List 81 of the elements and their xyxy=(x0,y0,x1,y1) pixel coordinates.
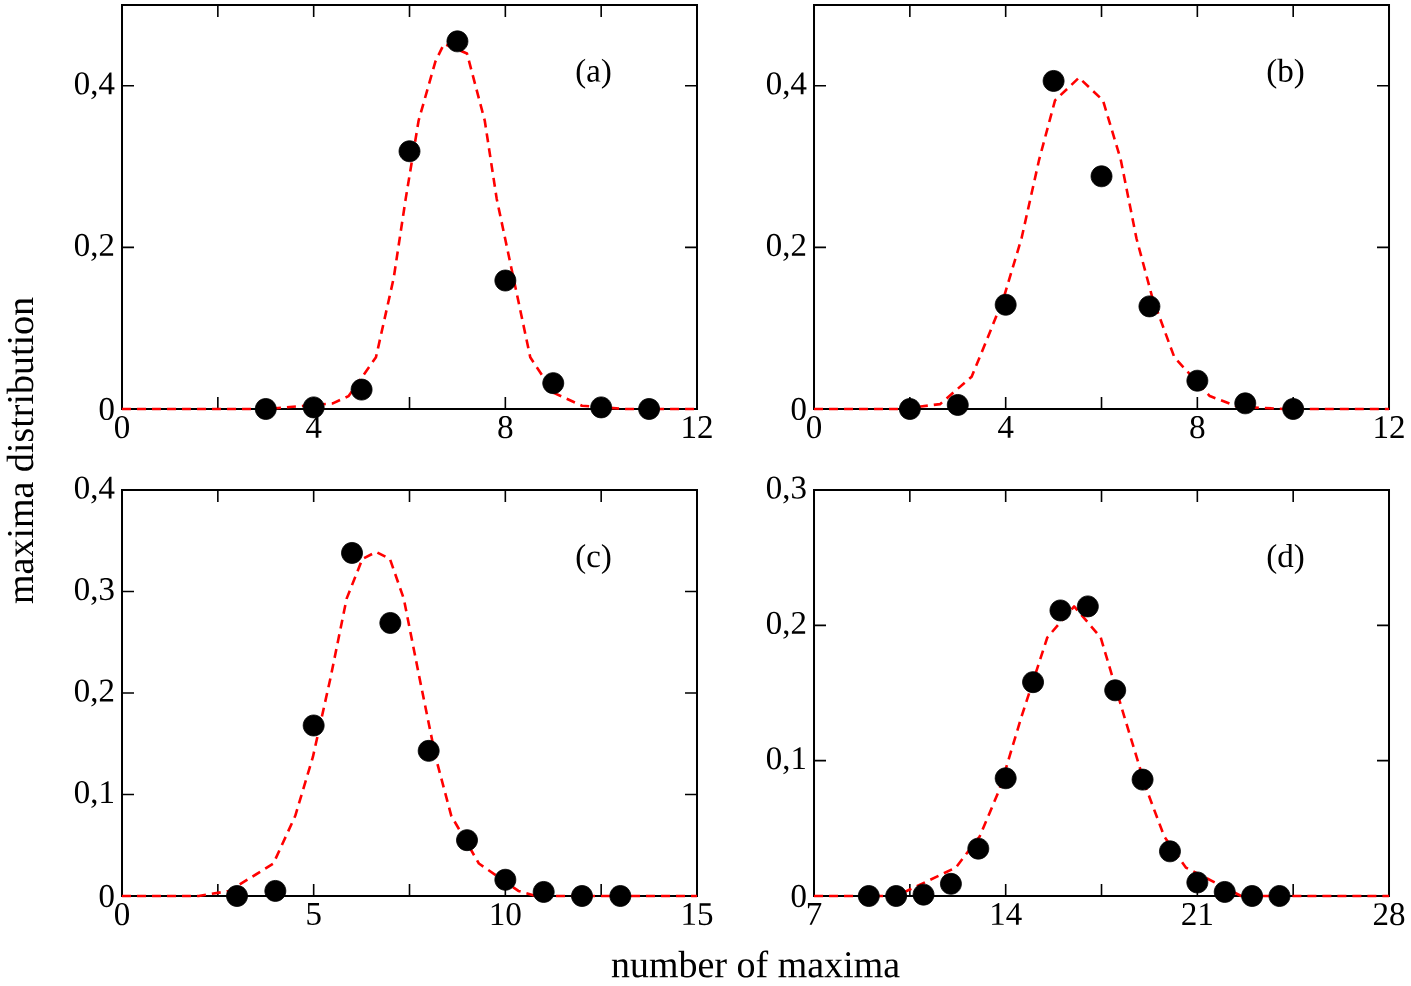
point xyxy=(994,767,1017,790)
y-tick-label: 0,2 xyxy=(74,233,114,261)
point xyxy=(379,612,402,634)
y-tick-label: 0,2 xyxy=(74,679,114,707)
point xyxy=(254,398,277,420)
point xyxy=(1138,295,1161,318)
point xyxy=(1049,599,1072,622)
point xyxy=(1104,679,1127,702)
point xyxy=(994,293,1017,316)
point xyxy=(571,885,593,907)
point xyxy=(350,378,373,401)
point xyxy=(226,885,248,907)
point xyxy=(946,394,969,416)
point xyxy=(1186,369,1209,392)
x-tick-label: 7 xyxy=(807,903,822,925)
point xyxy=(1076,595,1099,618)
point xyxy=(446,30,469,53)
point xyxy=(1268,885,1291,907)
y-tick-label: 0,4 xyxy=(766,72,807,100)
y-tick-label: 0 xyxy=(99,397,114,421)
point xyxy=(456,829,478,852)
point xyxy=(532,881,555,903)
y-tick-label: 0,1 xyxy=(766,747,805,775)
y-axis-title: maxima distribution xyxy=(6,297,34,604)
annotation: (d) xyxy=(1267,544,1304,574)
point xyxy=(1241,885,1264,907)
point xyxy=(1022,671,1044,694)
point xyxy=(940,872,962,895)
point xyxy=(264,880,287,902)
point xyxy=(1186,871,1209,894)
x-tick-label: 0 xyxy=(115,416,129,439)
x-tick-label: 15 xyxy=(683,903,713,926)
point xyxy=(1131,768,1154,791)
x-tick-label: 5 xyxy=(307,903,321,925)
point xyxy=(302,714,325,737)
point xyxy=(609,885,632,907)
annotation: (c) xyxy=(576,544,611,574)
y-tick-label: 0,3 xyxy=(74,577,114,606)
point xyxy=(1234,392,1257,415)
x-tick-label: 0 xyxy=(807,416,822,439)
point xyxy=(1213,881,1236,903)
point xyxy=(542,372,565,395)
point xyxy=(638,398,660,420)
point xyxy=(912,883,935,906)
x-tick-label: 12 xyxy=(683,416,712,438)
x-tick-label: 4 xyxy=(998,416,1014,438)
point xyxy=(494,269,517,292)
point xyxy=(1090,165,1113,188)
annotation: (a) xyxy=(576,58,611,89)
point xyxy=(967,837,990,860)
y-tick-label: 0,1 xyxy=(74,780,113,809)
point xyxy=(494,868,517,891)
point xyxy=(885,885,908,907)
point xyxy=(857,885,880,907)
y-tick-label: 0,2 xyxy=(766,611,806,639)
point xyxy=(590,396,613,419)
x-tick-label: 14 xyxy=(992,903,1022,925)
point xyxy=(898,398,921,420)
y-tick-label: 0 xyxy=(791,884,806,908)
x-tick-label: 28 xyxy=(1373,903,1405,926)
x-tick-label: 21 xyxy=(1182,903,1212,925)
point xyxy=(417,739,440,762)
x-tick-label: 10 xyxy=(491,903,521,926)
point xyxy=(398,140,421,163)
x-tick-label: 8 xyxy=(1190,416,1205,439)
annotation: (b) xyxy=(1267,58,1304,89)
y-tick-label: 0,3 xyxy=(766,476,806,504)
y-tick-label: 0,2 xyxy=(766,233,806,261)
x-axis-title: number of maxima xyxy=(611,950,900,978)
point xyxy=(1159,840,1181,863)
x-tick-label: 8 xyxy=(498,416,513,439)
y-tick-label: 0 xyxy=(99,884,114,908)
y-tick-label: 0,4 xyxy=(74,72,115,100)
y-tick-label: 0,4 xyxy=(74,476,115,504)
x-tick-label: 4 xyxy=(306,416,322,438)
y-tick-label: 0 xyxy=(791,397,806,421)
point xyxy=(1042,70,1065,92)
x-tick-label: 0 xyxy=(115,903,129,926)
x-tick-label: 12 xyxy=(1375,416,1404,438)
point xyxy=(1282,398,1305,420)
point xyxy=(341,542,363,564)
